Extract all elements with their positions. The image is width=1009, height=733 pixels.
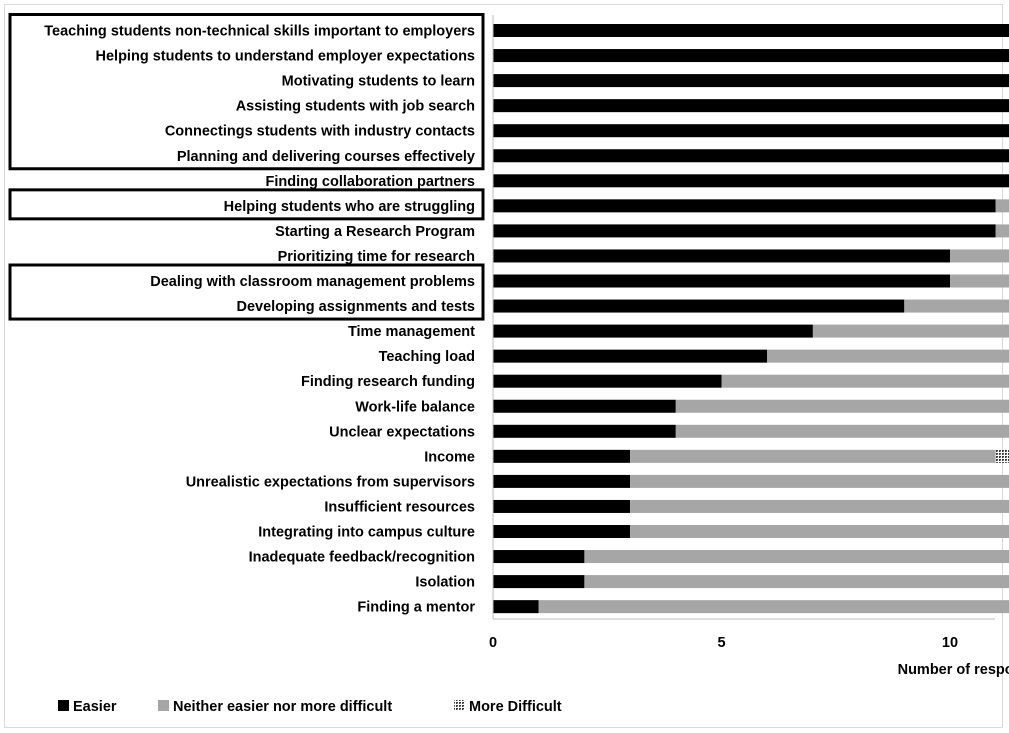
bar-segment-neither-easier-nor-more-difficult (904, 299, 1009, 313)
bar-segment-easier (493, 575, 585, 589)
bar-segment-easier (493, 274, 950, 288)
bar-segment-neither-easier-nor-more-difficult (995, 224, 1009, 238)
category-labels: Teaching students non-technical skills i… (44, 24, 475, 616)
legend-label: Easier (73, 699, 117, 715)
bar-segment-more-difficult (995, 449, 1009, 463)
category-label: Unrealistic expectations from supervisor… (186, 474, 475, 490)
category-label: Prioritizing time for research (278, 249, 475, 265)
category-label: Integrating into campus culture (258, 525, 475, 541)
legend: Easier Neither easier nor more difficult M… (58, 699, 562, 715)
bar-segment-easier (493, 525, 631, 538)
category-label: Motivating students to learn (282, 74, 475, 90)
legend-label: Neither easier nor more difficult (173, 699, 392, 715)
x-axis-title: Number of responses (n=22) (898, 662, 1009, 678)
category-label: Helping students who are struggling (224, 199, 475, 215)
bar-segment-easier (493, 474, 631, 488)
bar-segment-neither-easier-nor-more-difficult (675, 399, 1009, 413)
legend-swatch (454, 700, 465, 711)
category-label: Isolation (415, 575, 475, 591)
x-tick-label: 10 (942, 635, 958, 651)
bar-segment-neither-easier-nor-more-difficult (767, 349, 1009, 363)
bar-segment-neither-easier-nor-more-difficult (630, 474, 1009, 488)
bar-segment-neither-easier-nor-more-difficult (812, 324, 1009, 338)
highlight-boxes (8, 13, 485, 321)
bar-segment-easier (493, 449, 631, 463)
bar-segment-easier (493, 124, 1009, 138)
bar-segment-easier (493, 299, 905, 313)
category-label: Unclear expectations (329, 424, 475, 440)
category-label: Insufficient resources (324, 499, 475, 515)
highlight-box (8, 13, 485, 171)
category-label: Helping students to understand employer … (96, 49, 475, 65)
x-tick-label: 0 (489, 635, 497, 651)
bar-segment-neither-easier-nor-more-difficult (630, 499, 1009, 513)
category-label: Time management (348, 324, 475, 340)
bar-segment-neither-easier-nor-more-difficult (950, 274, 1009, 288)
category-label: Planning and delivering courses effectiv… (177, 149, 475, 165)
category-label: Starting a Research Program (275, 224, 475, 240)
bar-segment-easier (493, 600, 539, 614)
category-label: Finding collaboration partners (266, 174, 475, 190)
bar-segment-easier (493, 199, 996, 213)
category-label: Dealing with classroom management proble… (150, 274, 475, 290)
bar-segment-easier (493, 324, 813, 338)
highlight-box (8, 263, 485, 321)
category-label: Income (424, 449, 475, 465)
bar-segment-neither-easier-nor-more-difficult (584, 575, 1009, 589)
category-label: Connectings students with industry conta… (165, 124, 475, 140)
category-label: Work-life balance (355, 399, 475, 415)
bar-segment-easier (493, 499, 631, 513)
bar-segment-easier (493, 424, 676, 438)
category-label: Developing assignments and tests (236, 299, 475, 315)
legend-label: More Difficult (469, 699, 562, 715)
bar-segment-easier (493, 399, 676, 413)
category-label: Assisting students with job search (236, 99, 475, 115)
category-label: Finding a mentor (357, 600, 475, 616)
bar-segment-easier (493, 99, 1009, 113)
category-label: Inadequate feedback/recognition (249, 550, 475, 566)
bar-segment-easier (493, 49, 1009, 63)
bar-segment-easier (493, 224, 996, 238)
bar-segment-easier (493, 349, 768, 363)
bar-segment-easier (493, 74, 1009, 88)
bar-segment-easier (493, 550, 585, 564)
bar-segment-neither-easier-nor-more-difficult (538, 600, 1009, 614)
legend-swatch (58, 700, 69, 711)
bar-segment-neither-easier-nor-more-difficult (721, 374, 1009, 388)
highlight-box (8, 188, 485, 221)
bar-segment-neither-easier-nor-more-difficult (675, 424, 1009, 438)
category-label: Teaching load (379, 349, 475, 365)
bar-segment-neither-easier-nor-more-difficult (995, 199, 1009, 213)
x-axis: 05101520 (489, 15, 995, 651)
bar-segment-easier (493, 149, 1009, 163)
bar-segment-easier (493, 249, 950, 263)
bar-segment-easier (493, 24, 1009, 37)
category-label: Finding research funding (301, 374, 475, 390)
category-label: Teaching students non-technical skills i… (44, 24, 475, 40)
bars-group (493, 24, 1009, 614)
bar-segment-neither-easier-nor-more-difficult (630, 449, 996, 463)
bar-segment-neither-easier-nor-more-difficult (630, 525, 1009, 538)
bar-segment-easier (493, 374, 722, 388)
bar-segment-neither-easier-nor-more-difficult (950, 249, 1009, 263)
x-tick-label: 5 (717, 635, 725, 651)
bar-segment-easier (493, 174, 1009, 188)
bar-segment-neither-easier-nor-more-difficult (584, 550, 1009, 564)
legend-swatch (158, 700, 169, 711)
